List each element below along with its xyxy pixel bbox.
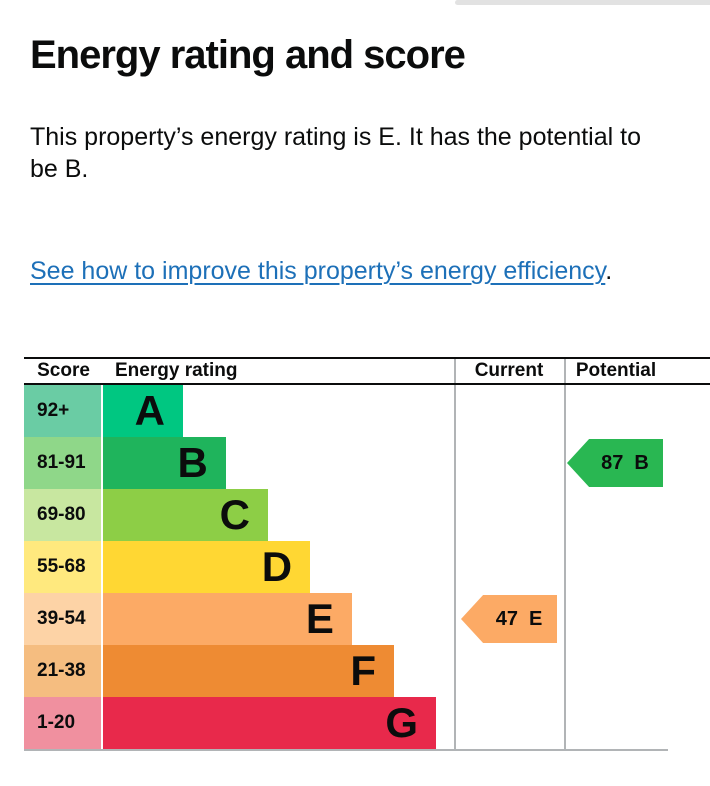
chart-body: 92+ A 81-91 B 69-80 C 55-68 D 39-54 E 21-38 F 1-20 G bbox=[24, 385, 710, 749]
potential-rating-arrow-score: 87 bbox=[601, 451, 624, 474]
score-range-f: 21-38 bbox=[24, 645, 103, 697]
band-row-f: 21-38 F bbox=[24, 645, 710, 697]
score-range-g: 1-20 bbox=[24, 697, 103, 749]
score-range-a: 92+ bbox=[24, 385, 103, 437]
bar-area-d: D bbox=[103, 541, 454, 593]
link-suffix: . bbox=[605, 257, 613, 285]
rating-bar-g: G bbox=[103, 697, 437, 749]
score-range-d: 55-68 bbox=[24, 541, 103, 593]
score-range-c: 69-80 bbox=[24, 489, 103, 541]
bar-area-b: B bbox=[103, 437, 454, 489]
column-header-potential: Potential bbox=[575, 360, 657, 381]
bar-area-e: E bbox=[103, 593, 454, 645]
potential-column-divider bbox=[564, 359, 566, 749]
rating-bar-b: B bbox=[103, 437, 226, 489]
potential-rating-arrow: 87 B bbox=[567, 439, 663, 487]
column-header-score: Score bbox=[37, 360, 90, 381]
current-rating-arrow-band: E bbox=[528, 607, 543, 630]
rating-bar-f: F bbox=[103, 645, 394, 697]
top-edge-ui-fragment bbox=[455, 0, 710, 5]
bar-area-g: G bbox=[103, 697, 454, 749]
chart-bottom-border bbox=[24, 749, 668, 751]
chart-header-row: Score Energy rating Current Potential bbox=[24, 357, 710, 385]
current-rating-arrow: 47 E bbox=[461, 595, 557, 643]
current-rating-arrow-score: 47 bbox=[495, 607, 518, 630]
band-row-e: 39-54 E bbox=[24, 593, 710, 645]
rating-bar-e: E bbox=[103, 593, 352, 645]
column-header-energy-rating: Energy rating bbox=[115, 360, 238, 381]
improve-efficiency-link[interactable]: See how to improve this property’s energ… bbox=[30, 257, 606, 285]
rating-bar-a: A bbox=[103, 385, 184, 437]
intro-text: This property’s energy rating is E. It h… bbox=[30, 123, 641, 183]
bar-area-c: C bbox=[103, 489, 454, 541]
potential-rating-arrow-band: B bbox=[634, 451, 649, 474]
band-row-a: 92+ A bbox=[24, 385, 710, 437]
band-row-c: 69-80 C bbox=[24, 489, 710, 541]
improve-link-block: See how to improve this property’s energ… bbox=[30, 253, 655, 289]
score-range-b: 81-91 bbox=[24, 437, 103, 489]
band-row-b: 81-91 B bbox=[24, 437, 710, 489]
rating-bar-c: C bbox=[103, 489, 268, 541]
page-title: Energy rating and score bbox=[30, 32, 466, 77]
band-row-d: 55-68 D bbox=[24, 541, 710, 593]
column-header-current: Current bbox=[474, 360, 544, 381]
bar-area-f: F bbox=[103, 645, 454, 697]
rating-bar-d: D bbox=[103, 541, 311, 593]
current-column-divider bbox=[454, 359, 456, 749]
energy-rating-chart: Score Energy rating Current Potential 92… bbox=[24, 357, 710, 751]
score-range-e: 39-54 bbox=[24, 593, 103, 645]
bar-area-a: A bbox=[103, 385, 454, 437]
band-row-g: 1-20 G bbox=[24, 697, 710, 749]
